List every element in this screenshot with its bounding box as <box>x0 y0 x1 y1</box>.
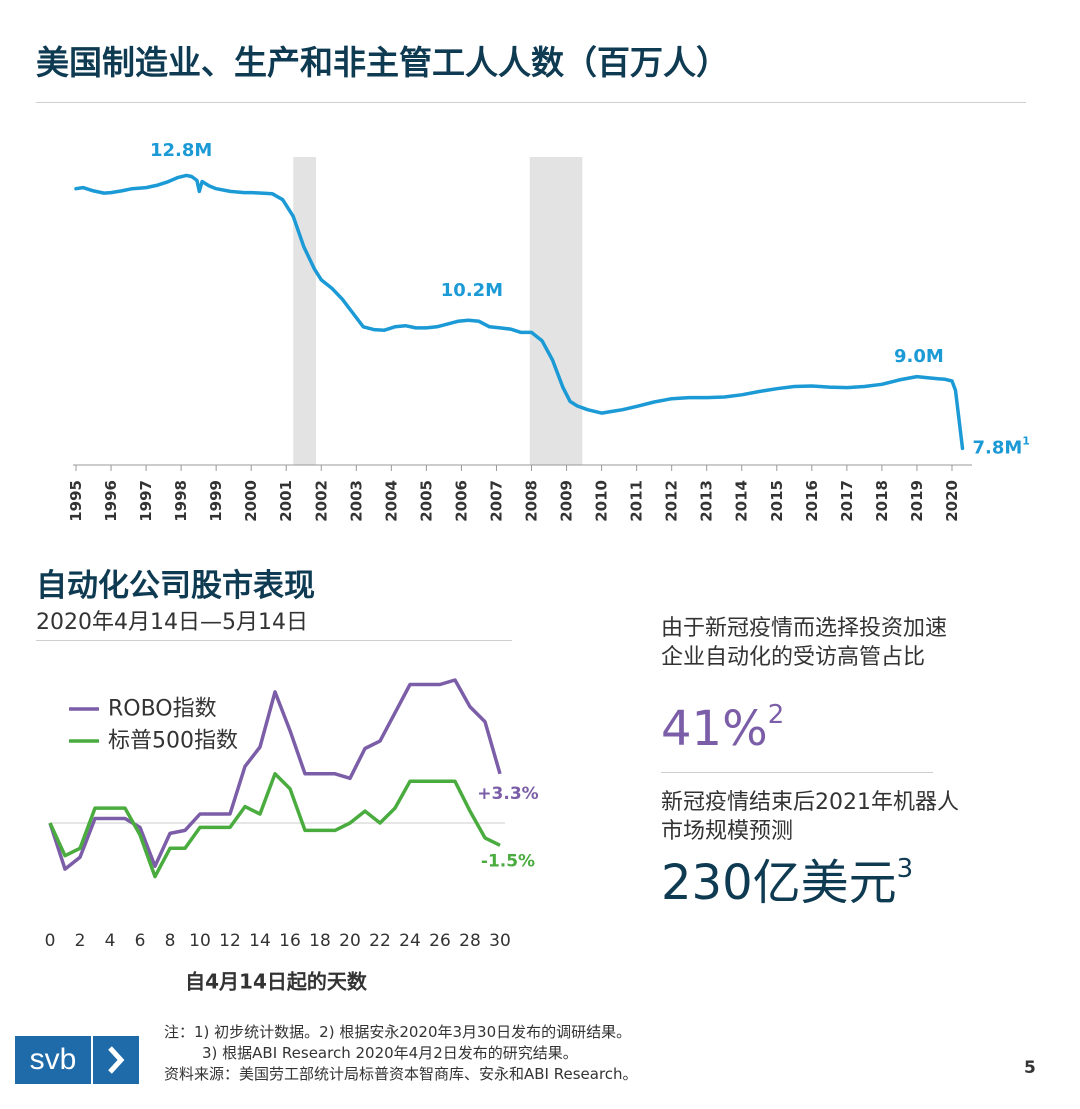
x-tick-label-2007: 2007 <box>487 480 505 522</box>
x-tick-label-24: 24 <box>399 931 421 951</box>
x-tick-label-1998: 1998 <box>172 480 190 522</box>
stat-robot-market-label: 新冠疫情结束后2021年机器人市场规模预测 <box>661 790 959 844</box>
end-label-sp500: -1.5% <box>481 851 535 871</box>
source-note: 资料来源：美国劳工部统计局标普资本智商库、安永和ABI Research。 <box>164 1065 638 1083</box>
data-label-12.8M: 12.8M <box>150 140 212 161</box>
x-tick-label-6: 6 <box>135 931 146 951</box>
x-tick-label-2000: 2000 <box>242 480 260 522</box>
x-tick-label-2008: 2008 <box>523 480 541 522</box>
x-tick-label-28: 28 <box>459 931 481 951</box>
stats-divider <box>661 772 933 773</box>
end-label-robo: +3.3% <box>477 784 538 804</box>
x-tick-label-2004: 2004 <box>382 480 400 522</box>
footnote-line-1: 注：1) 初步统计数据。2) 根据安永2020年3月30日发布的调研结果。 <box>164 1023 632 1041</box>
x-tick-label-2018: 2018 <box>873 480 891 522</box>
stat-robot-market-value: 230亿美元3 <box>661 854 914 911</box>
x-axis-title: 自4月14日起的天数 <box>185 970 368 994</box>
x-tick-label-2002: 2002 <box>312 480 330 522</box>
x-tick-label-8: 8 <box>165 931 176 951</box>
footnotes: 注：1) 初步统计数据。2) 根据安永2020年3月30日发布的调研结果。 3)… <box>164 1022 638 1085</box>
x-tick-label-1995: 1995 <box>67 480 85 522</box>
footnote-line-2: 3) 根据ABI Research 2020年4月2日发布的研究结果。 <box>202 1044 578 1062</box>
x-tick-label-16: 16 <box>279 931 301 951</box>
legend-label-sp500: 标普500指数 <box>108 729 238 754</box>
x-tick-label-2: 2 <box>75 931 86 951</box>
x-tick-label-12: 12 <box>219 931 241 951</box>
stat-robot-market-footnote: 3 <box>896 854 914 884</box>
x-tick-label-18: 18 <box>309 931 331 951</box>
x-tick-label-2010: 2010 <box>593 480 611 522</box>
x-tick-label-30: 30 <box>489 931 511 951</box>
x-tick-label-2019: 2019 <box>908 480 926 522</box>
svb-logo: svb <box>15 1036 139 1084</box>
data-label-10.2M: 10.2M <box>441 280 503 301</box>
x-tick-label-0: 0 <box>45 931 56 951</box>
legend-label-robo: ROBO指数 <box>108 697 217 722</box>
x-tick-label-10: 10 <box>189 931 211 951</box>
x-tick-label-2014: 2014 <box>733 480 751 522</box>
series-line-sp500 <box>48 772 501 879</box>
x-tick-label-2011: 2011 <box>628 480 646 522</box>
x-tick-label-2005: 2005 <box>417 480 435 522</box>
stat-executives-value: 41%2 <box>661 700 785 757</box>
x-tick-label-2015: 2015 <box>768 480 786 522</box>
title-divider <box>36 102 1026 103</box>
stat-executives-label: 由于新冠疫情而选择投资加速企业自动化的受访高管占比 <box>661 616 948 670</box>
data-label-7.8M: 7.8M1 <box>972 434 1029 458</box>
x-tick-label-1999: 1999 <box>207 480 225 522</box>
logo-text: svb <box>15 1036 91 1084</box>
x-tick-label-26: 26 <box>429 931 451 951</box>
employment-series-line <box>74 173 965 451</box>
x-tick-label-2003: 2003 <box>347 480 365 522</box>
stat-executives-footnote: 2 <box>767 700 785 730</box>
stock-title-divider <box>36 640 512 641</box>
stock-chart-title: 自动化公司股市表现 <box>36 568 315 604</box>
chevron-right-icon <box>93 1036 139 1084</box>
x-tick-label-2016: 2016 <box>803 480 821 522</box>
x-tick-label-2020: 2020 <box>943 480 961 522</box>
recession-band-0 <box>293 157 317 465</box>
stock-chart-subtitle: 2020年4月14日—5月14日 <box>36 610 308 635</box>
employment-chart: 1995 1996 1997 1998 1999 2000 2001 2002 2003 2004… <box>67 140 1030 522</box>
x-tick-label-20: 20 <box>339 931 361 951</box>
x-tick-label-2017: 2017 <box>838 480 856 522</box>
x-tick-label-2012: 2012 <box>663 480 681 522</box>
data-label-footnote: 1 <box>1022 434 1030 447</box>
series-line-robo <box>48 678 502 871</box>
x-tick-label-22: 22 <box>369 931 391 951</box>
x-tick-label-14: 14 <box>249 931 271 951</box>
x-tick-label-1996: 1996 <box>102 480 120 522</box>
x-tick-label-4: 4 <box>105 931 116 951</box>
x-tick-label-1997: 1997 <box>137 480 155 522</box>
data-label-9.0M: 9.0M <box>894 346 944 367</box>
page-number: 5 <box>1024 1058 1036 1078</box>
x-tick-label-2006: 2006 <box>452 480 470 522</box>
page-title: 美国制造业、生产和非主管工人人数（百万人） <box>36 43 729 82</box>
x-tick-label-2009: 2009 <box>558 480 576 522</box>
x-tick-label-2013: 2013 <box>698 480 716 522</box>
x-tick-label-2001: 2001 <box>277 480 295 522</box>
recession-band-1 <box>529 157 583 465</box>
